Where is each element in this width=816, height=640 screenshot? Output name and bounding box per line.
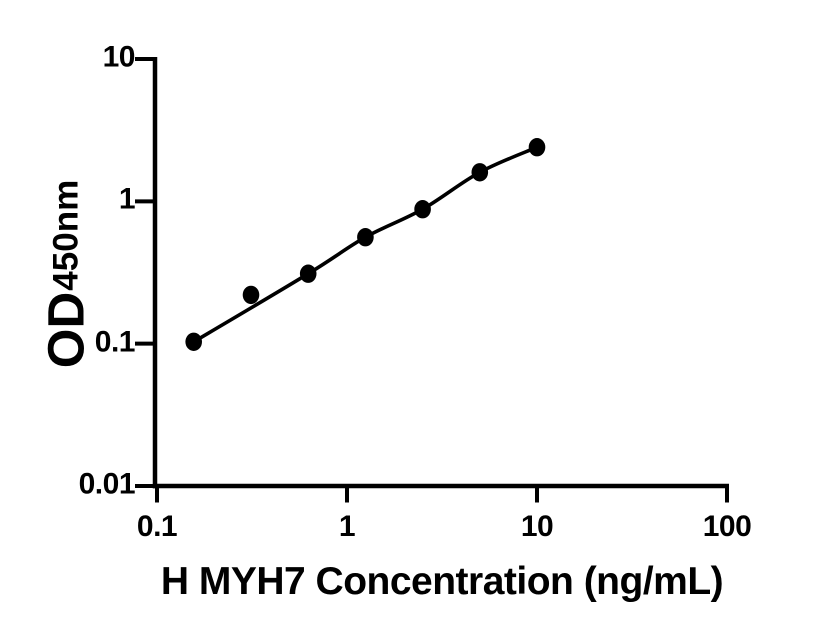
y-axis-title-subscript: 450nm [46, 179, 86, 291]
x-axis-title: H MYH7 Concentration (ng/mL) [160, 560, 724, 603]
x-tick-label-0.1: 0.1 [136, 510, 178, 543]
y-axis-title-main: OD [37, 291, 95, 369]
data-point [357, 228, 374, 247]
data-point [528, 138, 546, 157]
x-tick-label-100: 100 [702, 510, 752, 543]
y-tick-label-0.01: 0.01 [78, 467, 136, 501]
y-tick-label-10: 10 [102, 40, 136, 74]
x-tick-label-1: 1 [338, 510, 356, 543]
data-point [414, 200, 431, 219]
y-tick-label-0.1: 0.1 [94, 325, 136, 359]
data-point [242, 285, 260, 305]
data-point [299, 264, 317, 283]
data-point [471, 163, 489, 182]
y-axis-title: OD 450nm [37, 179, 95, 369]
data-point [185, 332, 202, 351]
y-tick-label-1: 1 [118, 182, 136, 216]
x-tick-label-10: 10 [520, 510, 554, 543]
